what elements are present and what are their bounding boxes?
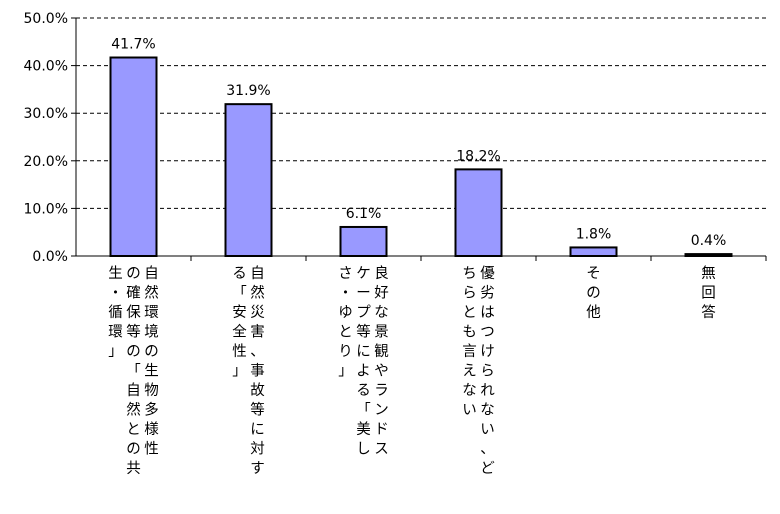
data-label: 18.2% [456,148,500,164]
y-tick-label: 50.0% [24,11,68,27]
category-label-line: ケープ等による「美し [356,265,371,458]
y-tick-label: 10.0% [24,201,68,217]
category-label: その他 [586,266,601,321]
category-label-line: 自然災害、事故等に対す [250,265,265,477]
y-tick-label: 0.0% [32,249,68,265]
bar [339,225,388,258]
y-tick-label: 40.0% [24,59,68,75]
category-label-line: 自然環境の生物多様性 [144,265,159,458]
bar [109,56,158,258]
category-label-line: さ・ゆとり」 [338,265,353,380]
data-label: 0.4% [691,233,727,249]
category-label-line: の確保等の「自然との共 [126,266,141,477]
category-label-line: 無回答 [701,265,716,321]
axes: 0.0% 10.0% 20.0% 30.0% 40.0% 50.0% [24,11,767,265]
y-tick-label: 20.0% [24,154,68,170]
data-label: 1.8% [576,226,612,242]
category-label-line: 生・循環」 [108,265,123,360]
category-label-line: その他 [586,266,601,321]
bar [684,253,733,257]
bar [569,246,618,258]
data-label: 6.1% [346,206,382,222]
category-label-line: 良好な景観やランドス [374,265,389,458]
category-label-line: 優劣はつけられない、ど [480,265,495,477]
data-label: 41.7% [111,37,155,53]
bar [454,168,503,257]
bars [109,56,733,258]
category-label-line: ちらとも言えない [462,265,477,419]
category-label-line: る「安全性」 [232,266,247,380]
y-tick-label: 30.0% [24,106,68,122]
data-label: 31.9% [226,83,270,99]
data-labels: 41.7% 31.9% 6.1% 18.2% 1.8% 0.4% [111,37,726,250]
grid-lines [76,17,766,209]
category-label: 無回答 [701,265,716,321]
bar [224,103,273,257]
